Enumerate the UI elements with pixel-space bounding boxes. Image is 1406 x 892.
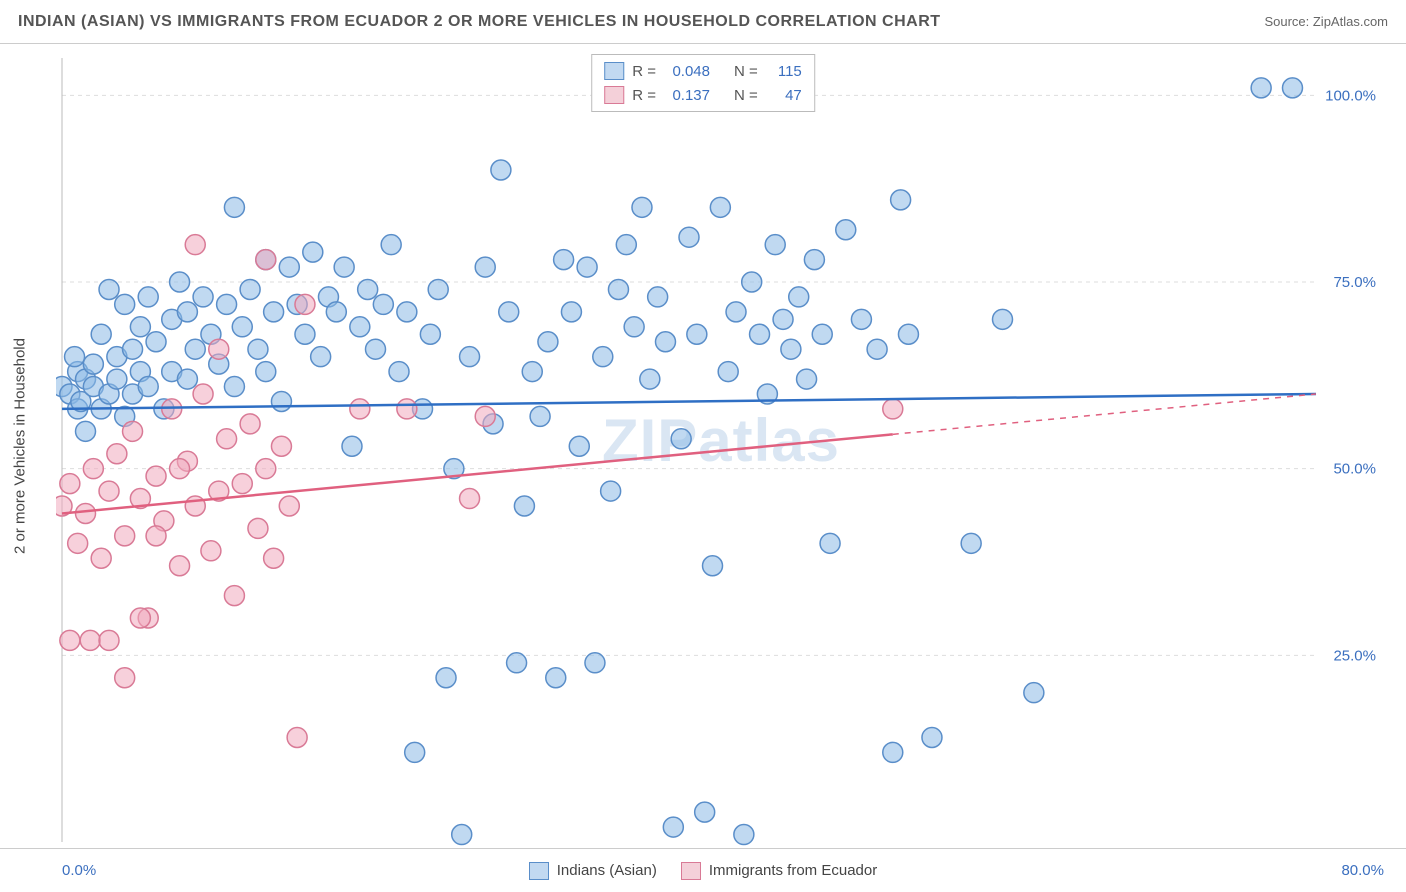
- stat-n-pink: 47: [766, 87, 802, 104]
- stat-n-label2: N =: [734, 87, 758, 104]
- svg-text:75.0%: 75.0%: [1333, 274, 1376, 291]
- plot-area: 25.0% 50.0% 75.0% 100.0% ZIPatlas: [56, 44, 1386, 848]
- stats-row-blue: R = 0.048 N = 115: [604, 59, 802, 83]
- stat-n-label: N =: [734, 63, 758, 80]
- svg-text:25.0%: 25.0%: [1333, 647, 1376, 664]
- svg-text:50.0%: 50.0%: [1333, 461, 1376, 478]
- swatch-blue-icon: [604, 62, 624, 80]
- source-label: Source: ZipAtlas.com: [1264, 14, 1388, 29]
- bottom-legend-bar: 0.0% Indians (Asian) Immigrants from Ecu…: [0, 848, 1406, 892]
- legend-item-blue: Indians (Asian): [529, 862, 657, 880]
- x-axis-max-label: 80.0%: [1341, 862, 1384, 879]
- title-bar: INDIAN (ASIAN) VS IMMIGRANTS FROM ECUADO…: [0, 0, 1406, 44]
- y-axis-label: 2 or more Vehicles in Household: [12, 338, 29, 554]
- stats-legend-box: R = 0.048 N = 115 R = 0.137 N = 47: [591, 54, 815, 112]
- legend-label-blue: Indians (Asian): [557, 862, 657, 879]
- stat-n-blue: 115: [766, 63, 802, 80]
- stats-row-pink: R = 0.137 N = 47: [604, 83, 802, 107]
- legend-swatch-pink-icon: [681, 862, 701, 880]
- svg-text:100.0%: 100.0%: [1325, 87, 1376, 104]
- scatter-chart: 25.0% 50.0% 75.0% 100.0% ZIPatlas: [56, 44, 1386, 848]
- swatch-pink-icon: [604, 86, 624, 104]
- legend-item-pink: Immigrants from Ecuador: [681, 862, 877, 880]
- stat-r-label: R =: [632, 63, 656, 80]
- svg-text:ZIPatlas: ZIPatlas: [602, 407, 840, 474]
- legend-label-pink: Immigrants from Ecuador: [709, 862, 877, 879]
- stat-r-pink: 0.137: [664, 87, 710, 104]
- legend-swatch-blue-icon: [529, 862, 549, 880]
- bottom-legend-center: Indians (Asian) Immigrants from Ecuador: [529, 862, 877, 880]
- chart-title: INDIAN (ASIAN) VS IMMIGRANTS FROM ECUADO…: [18, 13, 941, 31]
- stat-r-blue: 0.048: [664, 63, 710, 80]
- x-axis-min-label: 0.0%: [62, 862, 96, 879]
- stat-r-label2: R =: [632, 87, 656, 104]
